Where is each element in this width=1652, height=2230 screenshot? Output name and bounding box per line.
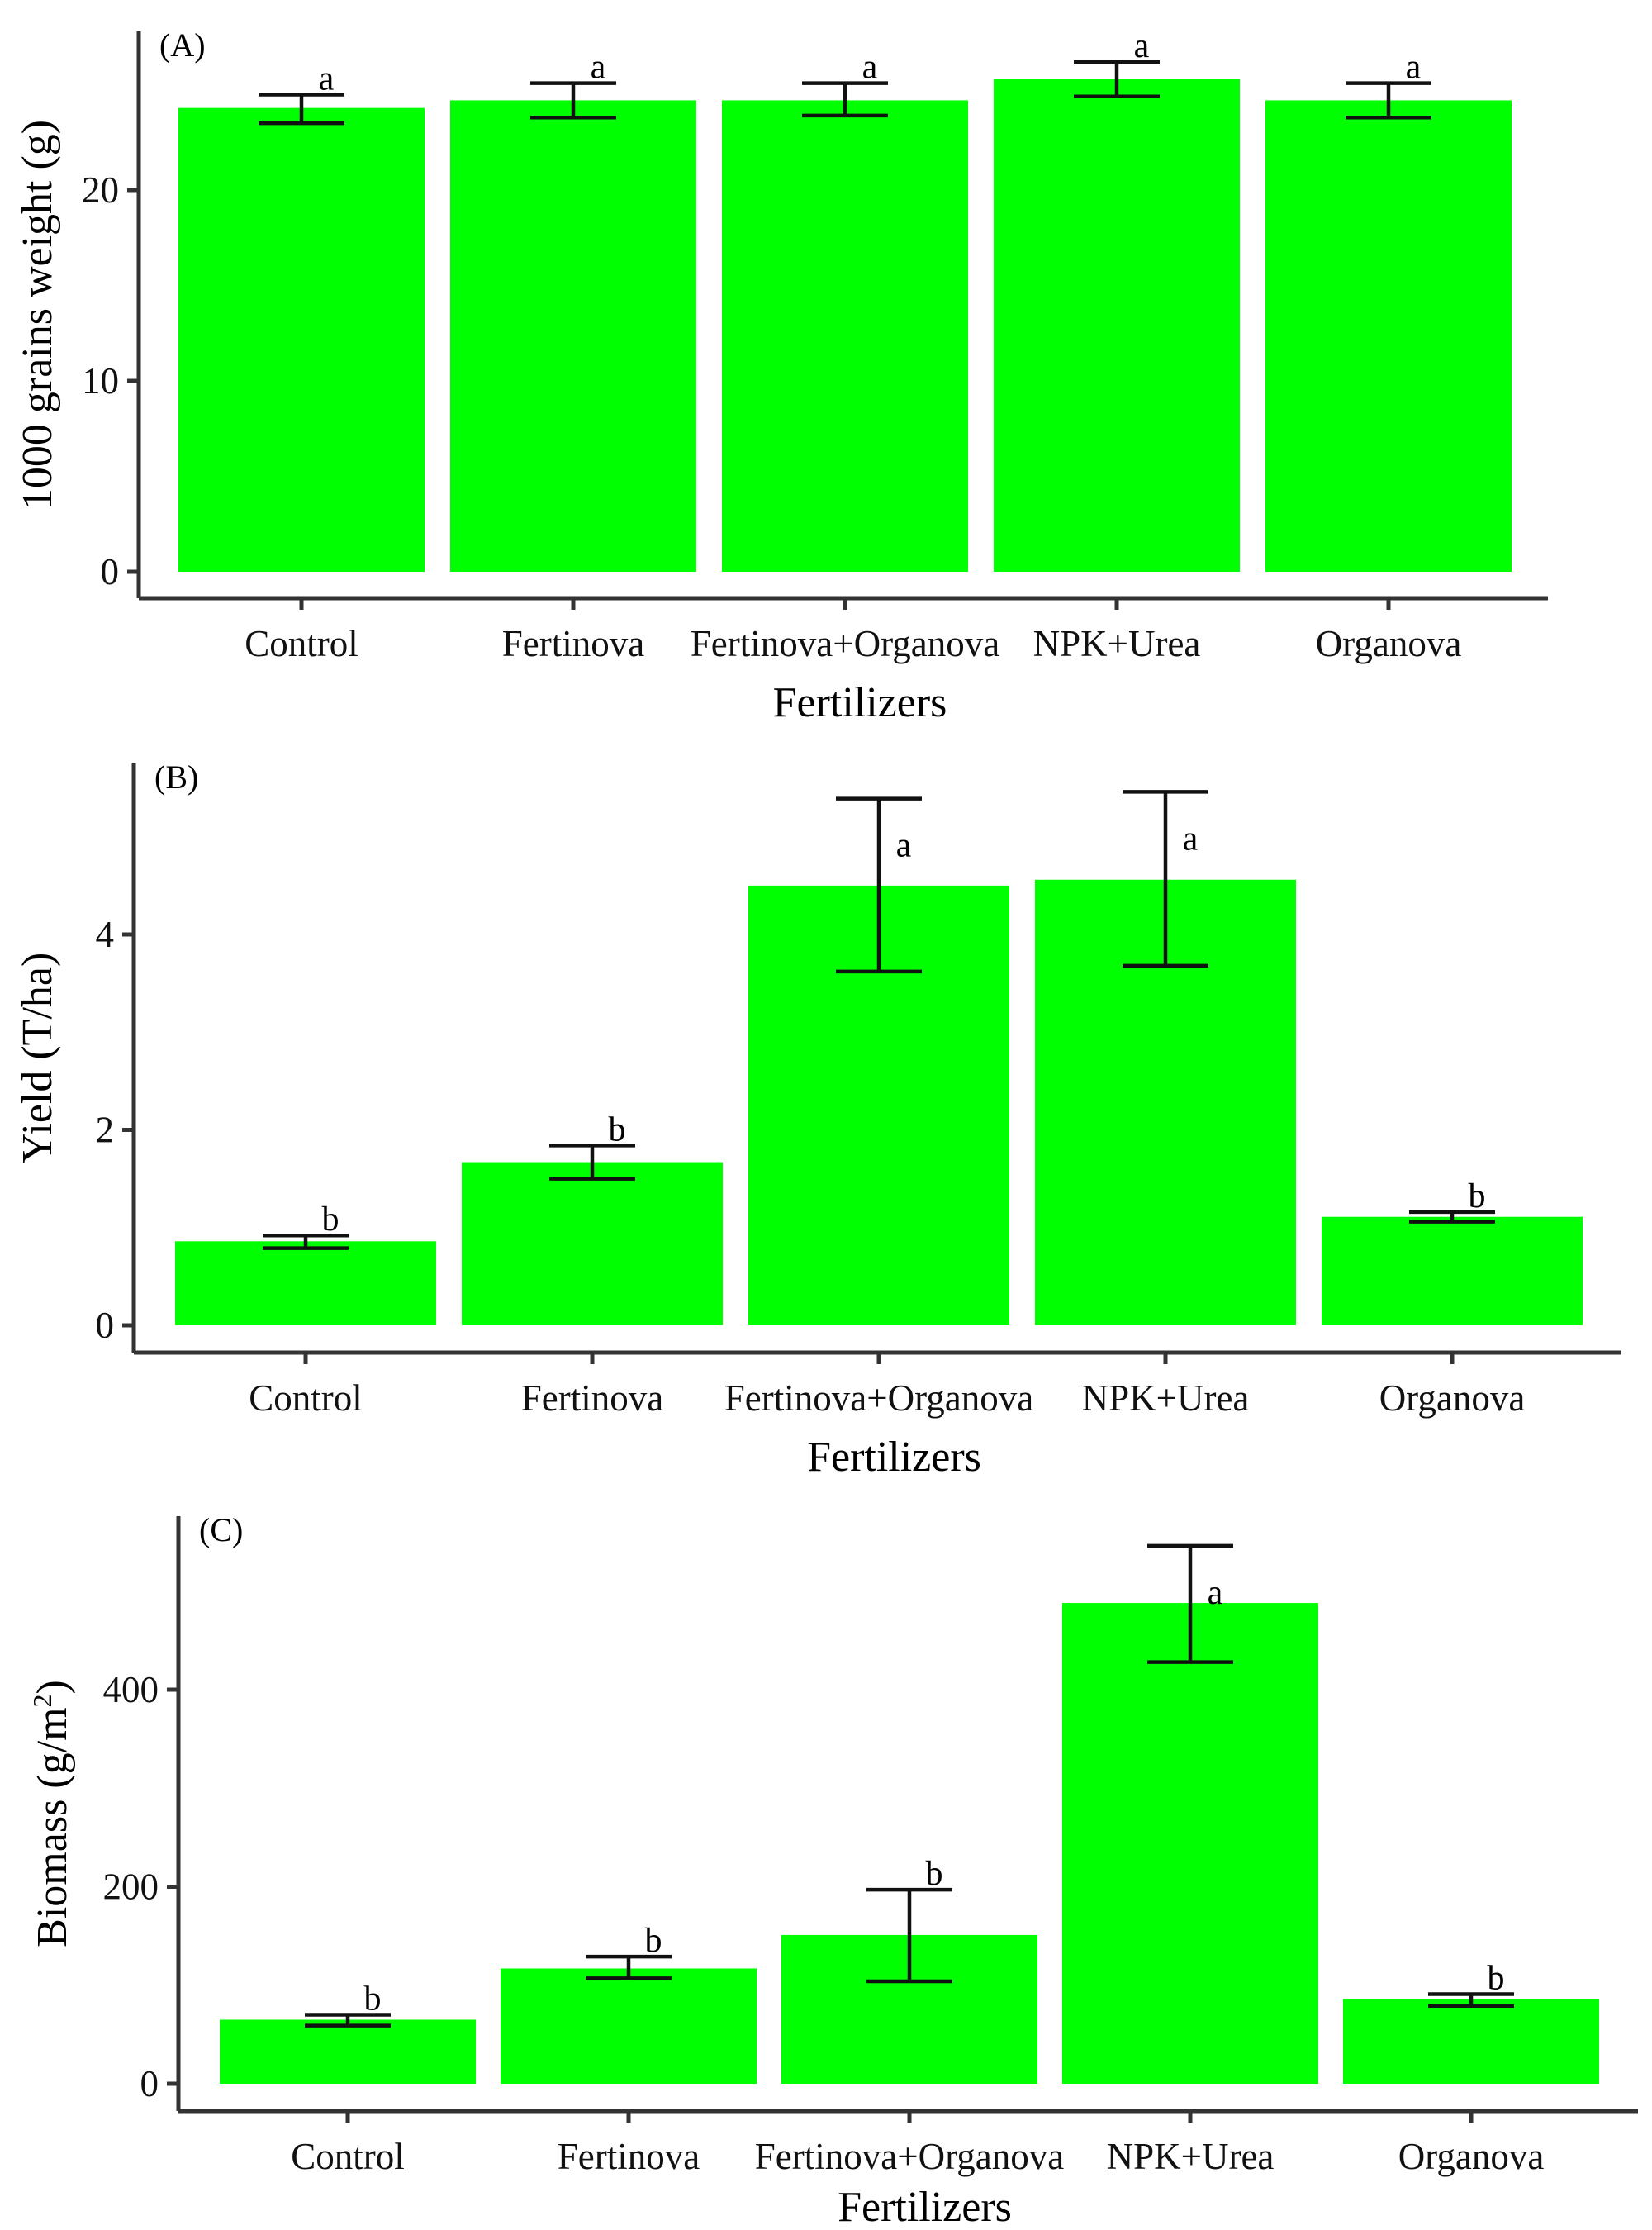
bar-organova [1322,1216,1583,1325]
significance-letter: a [862,49,878,87]
significance-letter: b [322,1201,339,1239]
y-tick-label: 10 [82,360,119,402]
x-tick-label: Organova [1398,2136,1545,2177]
y-axis-title-text: 1000 grains weight (g) [14,120,61,510]
y-tick-label: 2 [96,1110,115,1151]
panel-label: (B) [154,758,198,796]
error-bar [530,81,616,120]
error-bar [305,2013,391,2028]
bar-control [220,2019,476,2084]
x-tick-label: Fertinova [558,2136,700,2177]
bar-fertinova-organova [722,100,968,573]
significance-letter: a [319,60,335,98]
significance-letter: a [591,49,606,87]
x-axis-title: Fertilizers [838,2184,1012,2230]
panel-b: b Control b Fertinova a Fertinova+Organova a NP… [14,758,1621,1481]
error-bar [586,1954,672,1980]
bar-fertinova [501,1968,757,2084]
x-axis-title: Fertilizers [773,679,947,726]
bar-fertinova [462,1162,723,1325]
significance-letter: a [896,827,912,865]
x-tick-label: Organova [1379,1377,1526,1419]
significance-letter: b [645,1922,662,1960]
y-tick-label: 400 [103,1669,159,1710]
x-tick-label: Fertinova [521,1377,663,1419]
x-tick-label: Control [249,1377,363,1419]
significance-letter: b [364,1980,382,2018]
significance-letter: a [1406,49,1422,87]
error-bar [1428,1992,1514,2009]
x-tick-label: NPK+Urea [1107,2136,1275,2177]
x-tick-label: Control [291,2136,405,2177]
error-bar [263,1233,349,1250]
x-tick-label: Fertinova+Organova [691,623,999,664]
x-tick-label: NPK+Urea [1033,623,1201,664]
y-axis-title: 1000 grains weight (g) [14,120,61,510]
y-tick-label: 0 [96,1305,115,1346]
x-tick-label: NPK+Urea [1082,1377,1250,1419]
error-bar [1346,81,1431,120]
y-tick-label: 4 [96,914,115,955]
y-tick-label: 20 [82,169,119,211]
x-tick-label: Fertinova+Organova [724,1377,1033,1419]
error-bar [802,81,888,118]
error-bar [1409,1210,1495,1224]
panel-c: b Control b Fertinova b Fertinova+Organova a NP… [27,1511,1638,2230]
bar-control [178,107,425,573]
bar-fertinova [450,100,696,573]
y-axis-title-suffix: ) [29,1680,76,1694]
error-bar [549,1144,635,1181]
error-bar [836,796,922,974]
x-tick-label: Organova [1316,623,1462,664]
bar-npk-urea [994,79,1240,572]
significance-letter: b [1488,1959,1505,1997]
x-tick-label: Fertinova+Organova [755,2136,1064,2177]
significance-letter: b [1469,1177,1486,1215]
bar-npk-urea [1062,1603,1318,2084]
x-axis-title: Fertilizers [807,1434,981,1481]
error-bar [866,1887,952,1984]
y-tick-label: 0 [101,551,120,592]
y-axis-title-superscript: 2 [27,1694,57,1707]
bar-organova [1265,100,1512,573]
panel-label: (C) [199,1511,243,1548]
significance-letter: a [1183,820,1199,858]
bar-control [175,1241,436,1325]
error-bar [1123,790,1208,968]
bar-organova [1343,1999,1599,2084]
significance-letter: b [926,1855,943,1893]
y-axis-title: Yield (T/ha) [14,953,61,1164]
y-tick-label: 200 [103,1866,159,1908]
x-tick-label: Control [244,623,358,664]
significance-letter: a [1208,1574,1223,1612]
panel-a: a Control a Fertinova a Fertinova+Organova a NP… [14,26,1548,726]
y-axis-title-text: Biomass (g/m [29,1707,76,1947]
y-tick-label: 0 [140,2063,159,2104]
error-bar [259,93,344,126]
error-bar [1074,59,1160,99]
significance-letter: a [1134,27,1150,65]
y-axis-title: Biomass (g/m2) [27,1680,76,1947]
x-tick-label: Fertinova [502,623,644,664]
y-axis-title-text: Yield (T/ha) [14,953,61,1164]
panel-label: (A) [159,26,206,64]
error-bar [1147,1543,1233,1664]
significance-letter: b [609,1110,626,1148]
